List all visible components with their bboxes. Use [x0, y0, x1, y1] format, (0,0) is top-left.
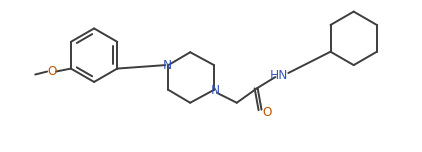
Text: HN: HN — [270, 69, 289, 81]
Text: O: O — [47, 65, 57, 78]
Text: O: O — [263, 106, 272, 119]
Text: N: N — [163, 59, 172, 72]
Text: N: N — [211, 84, 219, 97]
